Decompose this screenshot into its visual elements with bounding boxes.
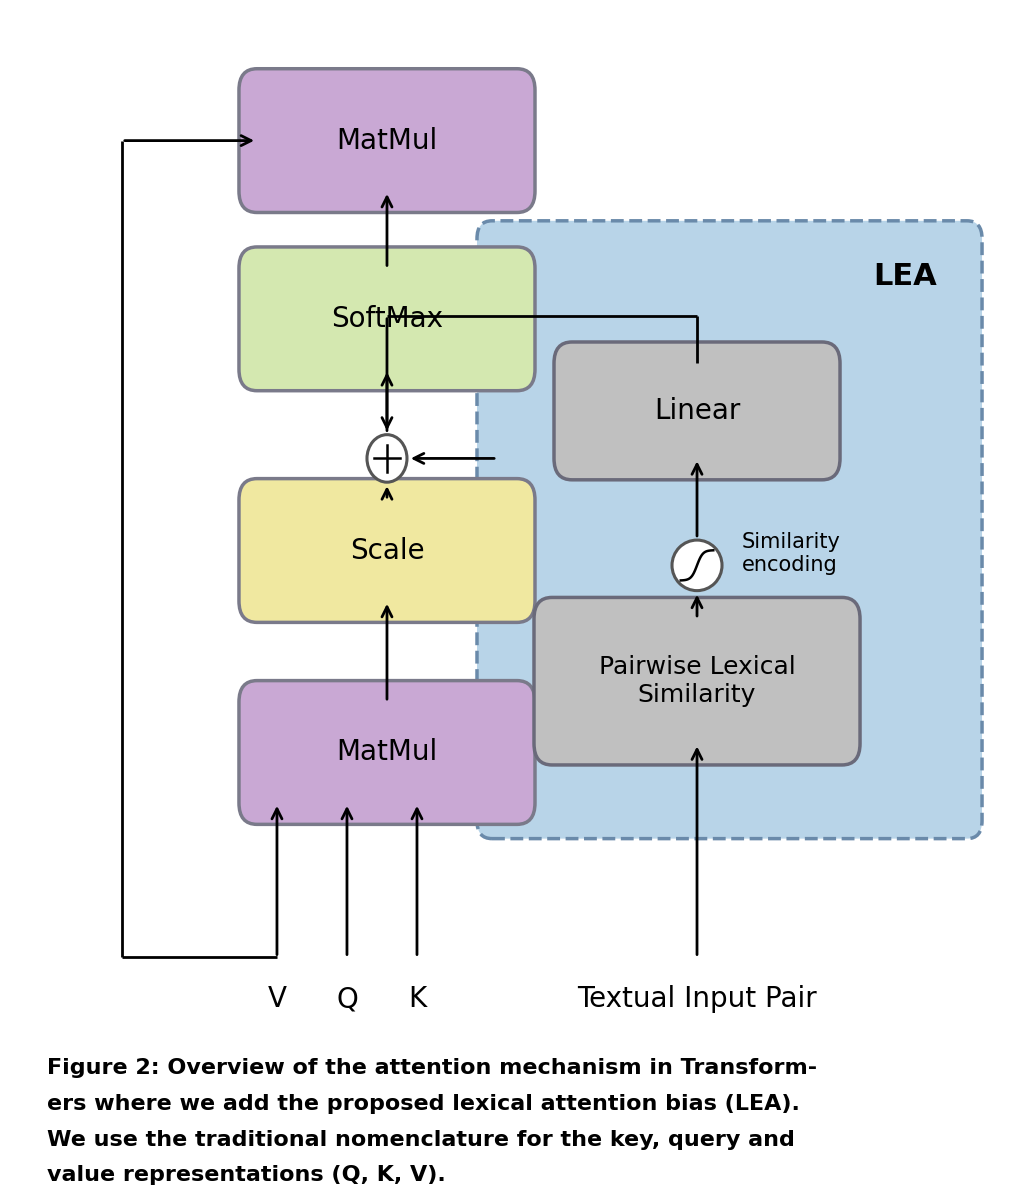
Text: We use the traditional nomenclature for the key, query and: We use the traditional nomenclature for … — [47, 1130, 795, 1149]
FancyBboxPatch shape — [239, 478, 535, 623]
FancyBboxPatch shape — [477, 221, 982, 839]
Text: Linear: Linear — [654, 397, 741, 424]
Text: Q: Q — [337, 984, 358, 1013]
Text: LEA: LEA — [874, 262, 937, 291]
Text: K: K — [408, 984, 427, 1013]
Text: SoftMax: SoftMax — [331, 305, 443, 333]
Text: Textual Input Pair: Textual Input Pair — [577, 984, 817, 1013]
Text: MatMul: MatMul — [337, 738, 438, 767]
Text: Scale: Scale — [350, 536, 425, 565]
FancyBboxPatch shape — [239, 680, 535, 825]
FancyBboxPatch shape — [239, 246, 535, 391]
Text: ers where we add the proposed lexical attention bias (LEA).: ers where we add the proposed lexical at… — [47, 1094, 800, 1114]
FancyBboxPatch shape — [534, 597, 860, 764]
FancyBboxPatch shape — [554, 343, 840, 480]
Circle shape — [367, 435, 407, 482]
Ellipse shape — [672, 540, 722, 590]
Text: Pairwise Lexical
Similarity: Pairwise Lexical Similarity — [598, 655, 796, 707]
Text: value representations (Q, K, V).: value representations (Q, K, V). — [47, 1166, 446, 1185]
Text: Figure 2: Overview of the attention mechanism in Transform-: Figure 2: Overview of the attention mech… — [47, 1059, 817, 1078]
Text: Similarity
encoding: Similarity encoding — [742, 531, 841, 575]
Text: MatMul: MatMul — [337, 126, 438, 155]
Text: V: V — [267, 984, 286, 1013]
FancyBboxPatch shape — [239, 69, 535, 213]
